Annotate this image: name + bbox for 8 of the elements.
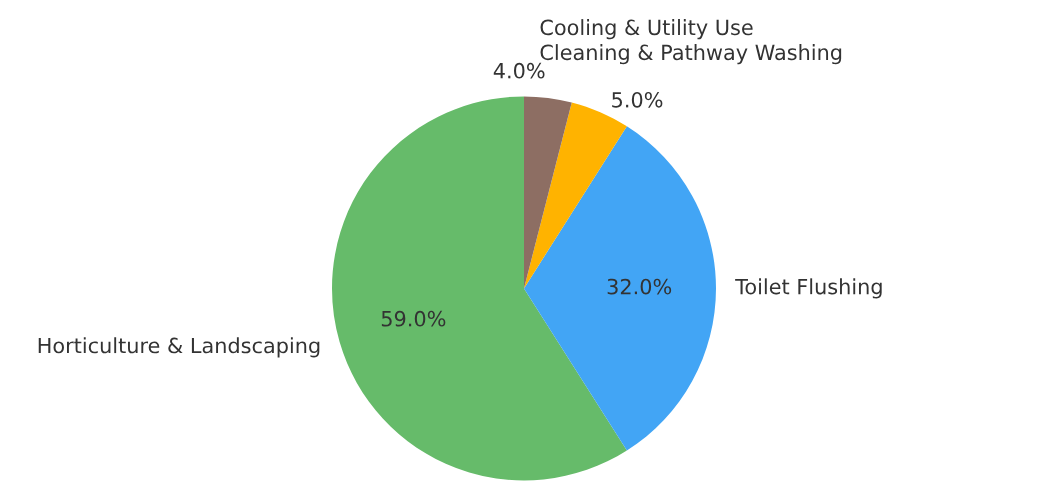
- pie-slice: [524, 96, 572, 289]
- slice-label: Horticulture & Landscaping: [38, 337, 320, 358]
- slice-label: Cooling & Utility Use: [540, 19, 753, 40]
- pie-slice: [524, 126, 716, 451]
- data-label: 32.0%: [607, 278, 672, 295]
- data-label: 59.0%: [381, 310, 446, 327]
- slice-label: Toilet Flushing: [735, 278, 882, 299]
- data-label: 5.0%: [612, 91, 663, 108]
